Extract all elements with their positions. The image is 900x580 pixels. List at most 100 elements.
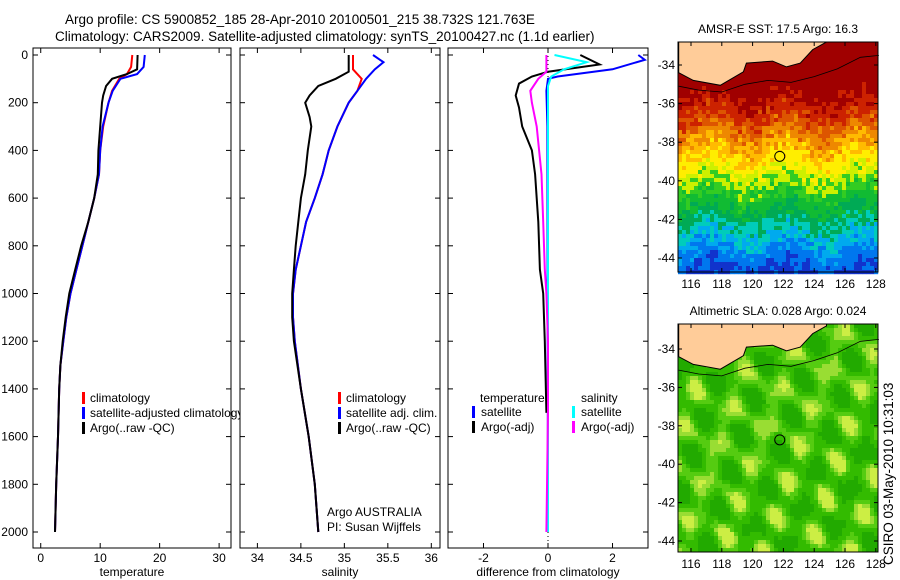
map-cell bbox=[738, 500, 743, 505]
map-cell bbox=[826, 202, 831, 207]
map-cell bbox=[862, 198, 867, 203]
map-cell bbox=[682, 492, 687, 497]
map-cell bbox=[794, 142, 799, 147]
map-cell bbox=[686, 82, 691, 87]
map-cell bbox=[790, 122, 795, 127]
map-cell bbox=[770, 376, 775, 381]
map-cell bbox=[846, 146, 851, 151]
map-cell bbox=[826, 162, 831, 167]
map-cell bbox=[758, 102, 763, 107]
map-cell bbox=[834, 246, 839, 251]
map-cell bbox=[710, 440, 715, 445]
map-cell bbox=[706, 238, 711, 243]
map-cell bbox=[798, 452, 803, 457]
map-cell bbox=[686, 500, 691, 505]
map-cell bbox=[682, 380, 687, 385]
map-cell bbox=[790, 150, 795, 155]
map-cell bbox=[870, 58, 875, 63]
map-cell bbox=[810, 230, 815, 235]
map-cell bbox=[838, 78, 843, 83]
map-cell bbox=[698, 452, 703, 457]
map-cell bbox=[730, 464, 735, 469]
map-cell bbox=[766, 226, 771, 231]
map-cell bbox=[770, 266, 775, 271]
map-cell bbox=[702, 508, 707, 513]
map-cell bbox=[738, 106, 743, 111]
map-cell bbox=[786, 78, 791, 83]
map-cell bbox=[758, 532, 763, 537]
map-cell bbox=[794, 114, 799, 119]
map-cell bbox=[854, 158, 859, 163]
map-cell bbox=[810, 218, 815, 223]
map-cell bbox=[710, 512, 715, 517]
map-cell bbox=[742, 460, 747, 465]
map-cell bbox=[778, 122, 783, 127]
map-cell bbox=[718, 544, 723, 549]
map-cell bbox=[750, 508, 755, 513]
map-cell bbox=[770, 94, 775, 99]
map-cell bbox=[846, 214, 851, 219]
map-cell bbox=[778, 464, 783, 469]
map-cell bbox=[706, 258, 711, 263]
map-cell bbox=[802, 198, 807, 203]
map-cell bbox=[818, 90, 823, 95]
map-cell bbox=[818, 238, 823, 243]
map-cell bbox=[790, 444, 795, 449]
map-cell bbox=[838, 118, 843, 123]
legend-label: Argo(..raw -QC) bbox=[90, 421, 175, 435]
map-cell bbox=[790, 154, 795, 159]
map-cell bbox=[730, 234, 735, 239]
map-cell bbox=[774, 98, 779, 103]
map-cell bbox=[754, 440, 759, 445]
map-cell bbox=[826, 82, 831, 87]
map-cell bbox=[794, 126, 799, 131]
map-cell bbox=[758, 262, 763, 267]
map-cell bbox=[846, 126, 851, 131]
map-cell bbox=[834, 58, 839, 63]
map-cell bbox=[682, 266, 687, 271]
map-cell bbox=[834, 230, 839, 235]
map-cell bbox=[766, 138, 771, 143]
map-cell bbox=[870, 186, 875, 191]
map-cell bbox=[750, 70, 755, 75]
map-cell bbox=[794, 356, 799, 361]
map-cell bbox=[678, 540, 683, 545]
map-cell bbox=[698, 202, 703, 207]
map-cell bbox=[838, 258, 843, 263]
map-cell bbox=[754, 86, 759, 91]
map-cell bbox=[702, 254, 707, 259]
map-cell bbox=[722, 206, 727, 211]
map-cell bbox=[734, 452, 739, 457]
map-cell bbox=[778, 222, 783, 227]
map-cell bbox=[782, 234, 787, 239]
map-cell bbox=[770, 162, 775, 167]
map-cell bbox=[738, 480, 743, 485]
map-cell bbox=[766, 460, 771, 465]
map-cell bbox=[802, 524, 807, 529]
map-cell bbox=[806, 352, 811, 357]
map-cell bbox=[718, 492, 723, 497]
map-cell bbox=[710, 428, 715, 433]
map-cell bbox=[766, 448, 771, 453]
map-cell bbox=[686, 262, 691, 267]
map-cell bbox=[814, 234, 819, 239]
map-cell bbox=[862, 70, 867, 75]
map-cell bbox=[702, 500, 707, 505]
map-cell bbox=[678, 512, 683, 517]
map-cell bbox=[770, 174, 775, 179]
map-cell bbox=[818, 94, 823, 99]
map-cell bbox=[706, 134, 711, 139]
map-cell bbox=[730, 460, 735, 465]
map-cell bbox=[758, 372, 763, 377]
map-cell bbox=[830, 114, 835, 119]
map-cell bbox=[794, 372, 799, 377]
map-cell bbox=[738, 512, 743, 517]
map-cell bbox=[806, 420, 811, 425]
map-cell bbox=[802, 194, 807, 199]
map-cell bbox=[730, 78, 735, 83]
map-cell bbox=[866, 110, 871, 115]
map-cell bbox=[802, 492, 807, 497]
map-cell bbox=[710, 504, 715, 509]
map-cell bbox=[682, 230, 687, 235]
map-cell bbox=[774, 384, 779, 389]
